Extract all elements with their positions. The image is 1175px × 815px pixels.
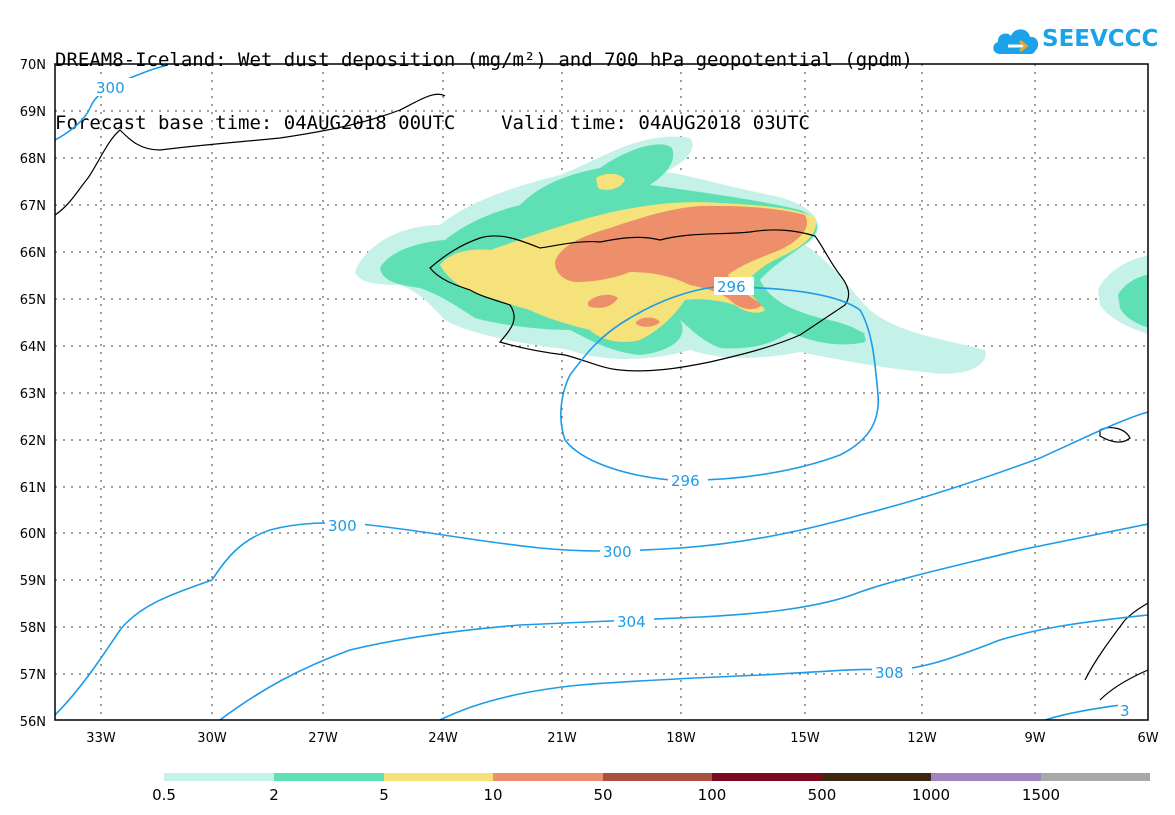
deposition-level-10 xyxy=(555,205,808,310)
lon-label: 9W xyxy=(1024,731,1045,746)
lon-label: 30W xyxy=(197,731,227,746)
lat-label: 60N xyxy=(20,527,46,542)
faroe-islands xyxy=(1099,427,1131,443)
colorbar-label: 0.5 xyxy=(152,786,176,804)
title-line-2: Forecast base time: 04AUG2018 00UTC Vali… xyxy=(55,112,810,134)
lat-label: 61N xyxy=(20,481,46,496)
colorbar-segment xyxy=(274,773,384,781)
lat-label: 68N xyxy=(20,152,46,167)
lon-label: 18W xyxy=(666,731,696,746)
deposition-level-5-b xyxy=(596,173,625,190)
colorbar-label: 1500 xyxy=(1021,786,1061,804)
contour-300-mid xyxy=(55,411,1148,716)
lat-label: 63N xyxy=(20,387,46,402)
lat-label: 65N xyxy=(20,293,46,308)
geopotential-contours xyxy=(55,65,1148,720)
colorbar-segment xyxy=(384,773,493,781)
map-title: DREAM8-Iceland: Wet dust deposition (mg/… xyxy=(55,8,913,155)
colorbar-segment xyxy=(822,773,931,781)
lat-label: 62N xyxy=(20,434,46,449)
deposition-level-2-east xyxy=(1118,274,1148,328)
title-line-1: DREAM8-Iceland: Wet dust deposition (mg/… xyxy=(55,49,913,71)
lat-label: 70N xyxy=(20,58,46,73)
colorbar-label: 2 xyxy=(269,786,279,804)
colorbar-segment xyxy=(931,773,1041,781)
lon-label: 6W xyxy=(1137,731,1158,746)
lat-label: 59N xyxy=(20,574,46,589)
contour-label-312-partial: 3 xyxy=(1120,702,1130,720)
contour-304 xyxy=(219,523,1148,720)
colorbar-segment xyxy=(603,773,712,781)
lat-label: 67N xyxy=(20,199,46,214)
logo-text: SEEVCCC xyxy=(1042,26,1159,52)
lat-label: 57N xyxy=(20,668,46,683)
lon-label: 12W xyxy=(907,731,937,746)
lat-label: 56N xyxy=(20,715,46,730)
contour-label-300-east: 300 xyxy=(603,543,632,561)
colorbar-segment xyxy=(712,773,822,781)
colorbar-label: 100 xyxy=(697,786,727,804)
grid-lines xyxy=(55,64,1148,720)
colorbar-label: 10 xyxy=(483,786,503,804)
deposition-level-2-south xyxy=(825,328,865,342)
coastlines xyxy=(55,93,1148,701)
colorbar-segment xyxy=(164,773,274,781)
lon-label: 15W xyxy=(790,731,820,746)
lat-label: 69N xyxy=(20,105,46,120)
longitude-labels: 33W 30W 27W 24W 21W 18W 15W 12W 9W 6W xyxy=(86,731,1158,746)
colorbar-segment xyxy=(493,773,603,781)
cloud-icon xyxy=(993,29,1039,54)
lat-label: 66N xyxy=(20,246,46,261)
colorbar-segment xyxy=(1041,773,1150,781)
scotland-coastline xyxy=(1084,602,1148,701)
colorbar-label: 50 xyxy=(593,786,613,804)
contour-label-296-south: 296 xyxy=(671,472,700,490)
latitude-labels: 70N 69N 68N 67N 66N 65N 64N 63N 62N 61N … xyxy=(20,58,46,730)
contour-label-300-nw: 300 xyxy=(96,79,125,97)
contour-label-300-west: 300 xyxy=(328,517,357,535)
iceland-coastline xyxy=(429,229,850,372)
lat-label: 64N xyxy=(20,340,46,355)
seevccc-logo: SEEVCCC xyxy=(990,24,1165,58)
lon-label: 27W xyxy=(308,731,338,746)
lon-label: 24W xyxy=(428,731,458,746)
contour-labels: 300 296 296 300 300 304 308 3 xyxy=(94,78,1148,720)
lon-label: 21W xyxy=(547,731,577,746)
contour-300-nw xyxy=(55,65,166,141)
contour-label-304: 304 xyxy=(617,613,646,631)
lat-label: 58N xyxy=(20,621,46,636)
contour-296-low xyxy=(560,285,880,482)
lon-label: 33W xyxy=(86,731,116,746)
greenland-coastline xyxy=(55,93,446,216)
deposition-level-10-b xyxy=(588,294,618,308)
contour-label-296-north: 296 xyxy=(717,278,746,296)
deposition-level-10-c xyxy=(636,317,660,327)
colorbar-label: 5 xyxy=(379,786,389,804)
contour-label-308: 308 xyxy=(875,664,904,682)
plot-frame xyxy=(54,63,1149,721)
dust-deposition-field xyxy=(355,136,1148,374)
contour-308 xyxy=(439,614,1148,720)
colorbar-label: 1000 xyxy=(911,786,951,804)
colorbar-label: 500 xyxy=(807,786,837,804)
forecast-map: 300 296 296 300 300 304 308 3 70N 69N 68… xyxy=(20,58,1159,746)
